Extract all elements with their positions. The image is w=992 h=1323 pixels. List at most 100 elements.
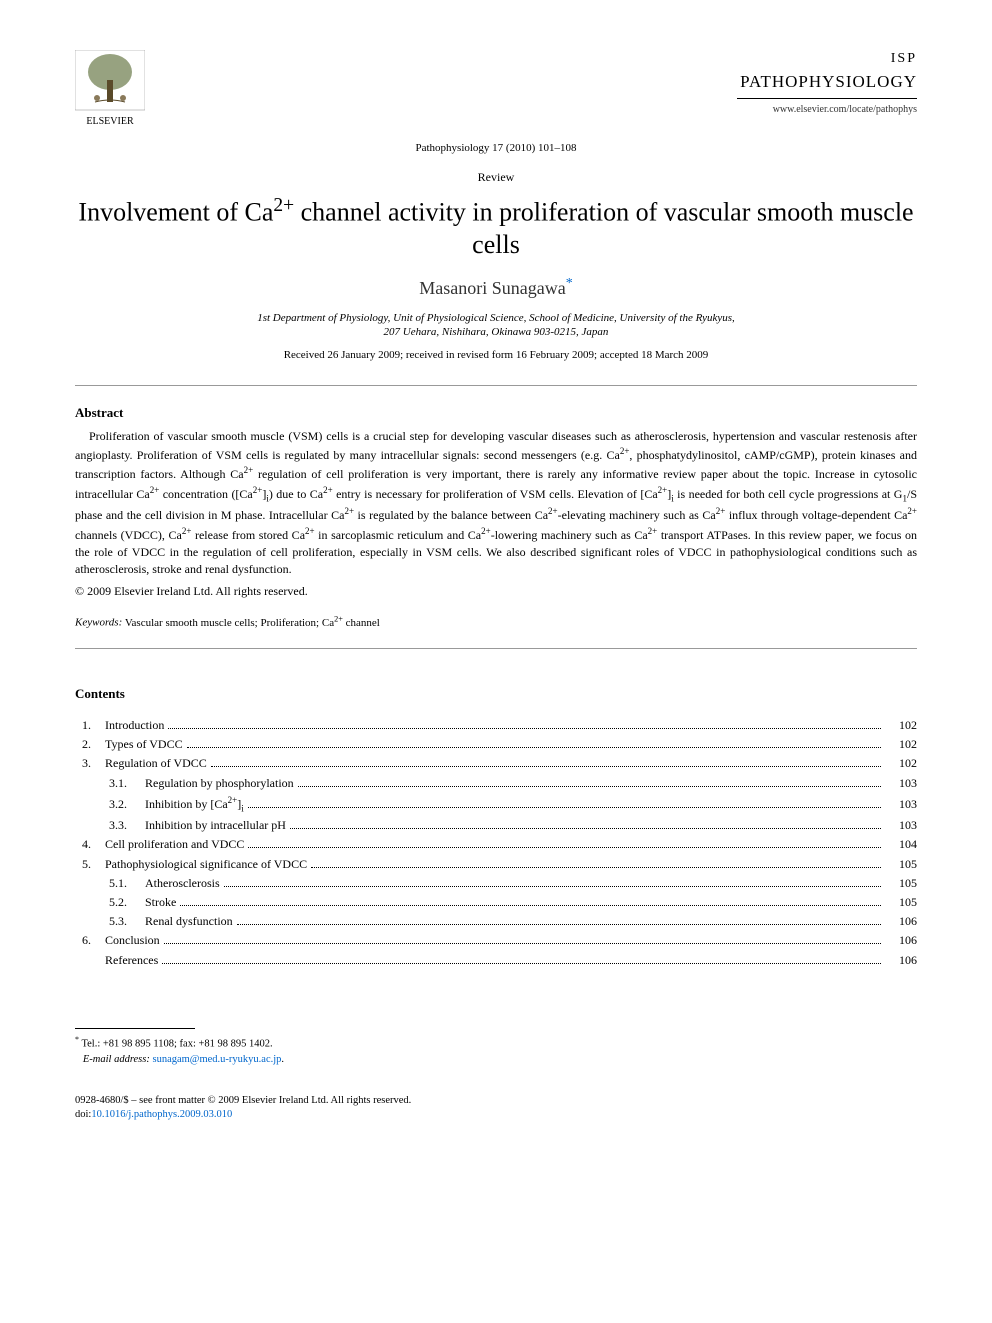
toc-row[interactable]: 2.Types of VDCC 102 — [75, 736, 917, 752]
issn-copyright-line: 0928-4680/$ – see front matter © 2009 El… — [75, 1094, 917, 1109]
toc-row[interactable]: 5.Pathophysiological significance of VDC… — [75, 856, 917, 872]
toc-leader-dots — [248, 807, 881, 808]
toc-page-number: 106 — [885, 952, 917, 968]
toc-row[interactable]: 5.2.Stroke105 — [75, 894, 917, 910]
citation-line: Pathophysiology 17 (2010) 101–108 — [75, 141, 917, 156]
footnote-marker: * — [75, 1035, 79, 1044]
toc-label: Inhibition by [Ca2+]i — [145, 794, 244, 815]
keywords-line: Keywords: Vascular smooth muscle cells; … — [75, 613, 917, 631]
toc-label: Pathophysiological significance of VDCC — [105, 856, 307, 872]
toc-leader-dots — [180, 905, 881, 906]
toc-leader-dots — [311, 867, 881, 868]
toc-label: Renal dysfunction — [145, 913, 233, 929]
toc-number: 3.1. — [75, 775, 145, 791]
affiliation: 1st Department of Physiology, Unit of Ph… — [75, 311, 917, 341]
toc-row[interactable]: 3.3.Inhibition by intracellular pH 103 — [75, 817, 917, 833]
affiliation-line-1: 1st Department of Physiology, Unit of Ph… — [75, 311, 917, 326]
toc-row[interactable]: 3.1.Regulation by phosphorylation 103 — [75, 775, 917, 791]
toc-page-number: 102 — [885, 717, 917, 733]
toc-label: Types of VDCC — [105, 736, 183, 752]
doi-line: doi:10.1016/j.pathophys.2009.03.010 — [75, 1108, 917, 1123]
journal-branding: ISP PATHOPHYSIOLOGY www.elsevier.com/loc… — [737, 50, 917, 116]
journal-name: PATHOPHYSIOLOGY — [737, 71, 917, 94]
elsevier-logo: ELSEVIER — [75, 50, 145, 133]
toc-row[interactable]: 1.Introduction 102 — [75, 717, 917, 733]
toc-leader-dots — [168, 728, 881, 729]
abstract-copyright: © 2009 Elsevier Ireland Ltd. All rights … — [75, 583, 917, 599]
toc-row[interactable]: 3.2.Inhibition by [Ca2+]i 103 — [75, 794, 917, 815]
doi-prefix: doi: — [75, 1109, 91, 1120]
author-name: Masanori Sunagawa — [419, 278, 565, 298]
toc-row[interactable]: 6.Conclusion 106 — [75, 932, 917, 948]
toc-leader-dots — [211, 766, 881, 767]
toc-label: Conclusion — [105, 932, 160, 948]
author-corresponding-marker[interactable]: * — [566, 276, 573, 291]
toc-label: References — [105, 952, 158, 968]
contents-heading: Contents — [75, 685, 917, 703]
toc-leader-dots — [248, 847, 881, 848]
toc-leader-dots — [162, 963, 881, 964]
toc-label: Stroke — [145, 894, 176, 910]
toc-number: 5. — [75, 856, 105, 872]
toc-leader-dots — [187, 747, 881, 748]
divider-top — [75, 385, 917, 386]
toc-page-number: 104 — [885, 836, 917, 852]
toc-number: 1. — [75, 717, 105, 733]
toc-row[interactable]: 5.3.Renal dysfunction 106 — [75, 913, 917, 929]
toc-page-number: 102 — [885, 755, 917, 771]
article-type-label: Review — [75, 169, 917, 185]
toc-label: Regulation by phosphorylation — [145, 775, 294, 791]
doi-link[interactable]: 10.1016/j.pathophys.2009.03.010 — [91, 1109, 232, 1120]
divider-after-keywords — [75, 648, 917, 649]
toc-label: Introduction — [105, 717, 164, 733]
toc-page-number: 103 — [885, 817, 917, 833]
elsevier-tree-icon: ELSEVIER — [75, 50, 145, 128]
footnote-email-label: E-mail address: — [83, 1054, 150, 1065]
toc-page-number: 106 — [885, 932, 917, 948]
footnote-contact: Tel.: +81 98 895 1108; fax: +81 98 895 1… — [81, 1038, 272, 1049]
toc-number: 3. — [75, 755, 105, 771]
svg-text:ELSEVIER: ELSEVIER — [86, 116, 134, 127]
affiliation-line-2: 207 Uehara, Nishihara, Okinawa 903-0215,… — [75, 325, 917, 340]
keywords-label: Keywords: — [75, 617, 122, 629]
toc-page-number: 105 — [885, 856, 917, 872]
toc-number: 5.1. — [75, 875, 145, 891]
author-line: Masanori Sunagawa* — [75, 275, 917, 300]
toc-number: 2. — [75, 736, 105, 752]
journal-url[interactable]: www.elsevier.com/locate/pathophys — [737, 103, 917, 117]
toc-label: Atherosclerosis — [145, 875, 220, 891]
toc-row[interactable]: 4.Cell proliferation and VDCC104 — [75, 836, 917, 852]
toc-number: 3.2. — [75, 796, 145, 812]
table-of-contents: 1.Introduction1022.Types of VDCC1023.Reg… — [75, 717, 917, 968]
toc-row[interactable]: 3.Regulation of VDCC 102 — [75, 755, 917, 771]
toc-page-number: 105 — [885, 875, 917, 891]
article-dates: Received 26 January 2009; received in re… — [75, 348, 917, 363]
toc-page-number: 103 — [885, 775, 917, 791]
toc-leader-dots — [164, 943, 881, 944]
toc-page-number: 102 — [885, 736, 917, 752]
footnote-email-link[interactable]: sunagam@med.u-ryukyu.ac.jp — [152, 1054, 281, 1065]
keywords-text: Vascular smooth muscle cells; Proliferat… — [125, 617, 380, 629]
toc-label: Inhibition by intracellular pH — [145, 817, 286, 833]
toc-label: Cell proliferation and VDCC — [105, 836, 244, 852]
toc-number: 6. — [75, 932, 105, 948]
abstract-heading: Abstract — [75, 404, 917, 422]
toc-number: 3.3. — [75, 817, 145, 833]
toc-number: 5.3. — [75, 913, 145, 929]
toc-page-number: 103 — [885, 796, 917, 812]
journal-isp-label: ISP — [737, 50, 917, 69]
toc-leader-dots — [298, 786, 881, 787]
header-row: ELSEVIER ISP PATHOPHYSIOLOGY www.elsevie… — [75, 50, 917, 133]
corresponding-footnote: * Tel.: +81 98 895 1108; fax: +81 98 895… — [75, 1034, 917, 1068]
toc-leader-dots — [290, 828, 881, 829]
toc-row[interactable]: 5.1.Atherosclerosis 105 — [75, 875, 917, 891]
toc-leader-dots — [237, 924, 881, 925]
toc-number: 5.2. — [75, 894, 145, 910]
abstract-text: Proliferation of vascular smooth muscle … — [75, 428, 917, 579]
bottom-publication-info: 0928-4680/$ – see front matter © 2009 El… — [75, 1094, 917, 1123]
toc-page-number: 106 — [885, 913, 917, 929]
journal-divider — [737, 98, 917, 99]
toc-label: Regulation of VDCC — [105, 755, 207, 771]
toc-row[interactable]: References 106 — [75, 952, 917, 968]
article-title: Involvement of Ca2+ channel activity in … — [75, 194, 917, 262]
